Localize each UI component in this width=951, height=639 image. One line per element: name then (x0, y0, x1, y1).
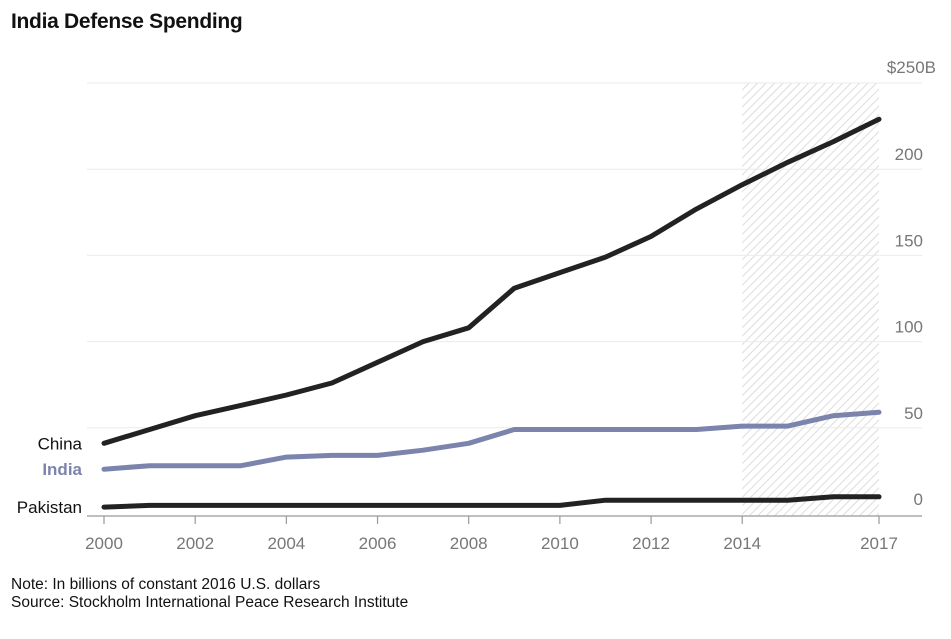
series-line-pakistan (101, 494, 882, 510)
y-tick-label: 200 (895, 145, 923, 164)
chart-footnote: Note: In billions of constant 2016 U.S. … (11, 576, 408, 612)
x-tick-label: 2000 (85, 534, 123, 553)
x-tick-label: 2010 (541, 534, 579, 553)
series-label-china: China (38, 434, 83, 453)
x-tick-label: 2004 (267, 534, 305, 553)
y-tick-label: 0 (914, 490, 923, 509)
x-tick-label: 2008 (450, 534, 488, 553)
x-tick-label: 2014 (723, 534, 761, 553)
source-text: Source: Stockholm International Peace Re… (11, 594, 409, 611)
y-tick-label: 100 (895, 318, 923, 337)
shaded-region (742, 83, 879, 516)
x-tick-label: 2006 (359, 534, 397, 553)
y-tick-label: 50 (904, 404, 923, 423)
x-tick-label: 2012 (632, 534, 670, 553)
series-label-pakistan: Pakistan (17, 498, 82, 517)
x-tick-label: 2017 (860, 534, 898, 553)
series-line-china (101, 116, 882, 446)
y-tick-label: 150 (895, 231, 923, 250)
series-line-india (101, 409, 882, 472)
x-tick-label: 2002 (176, 534, 214, 553)
series-label-india: India (42, 460, 82, 479)
note-text: Note: In billions of constant 2016 U.S. … (11, 576, 321, 593)
line-chart: 0 50 100 150 200 $250B 2000 2002 2004 2006 2008 201… (17, 58, 936, 553)
chart-title: India Defense Spending (11, 10, 243, 33)
y-tick-label: $250B (887, 58, 936, 77)
